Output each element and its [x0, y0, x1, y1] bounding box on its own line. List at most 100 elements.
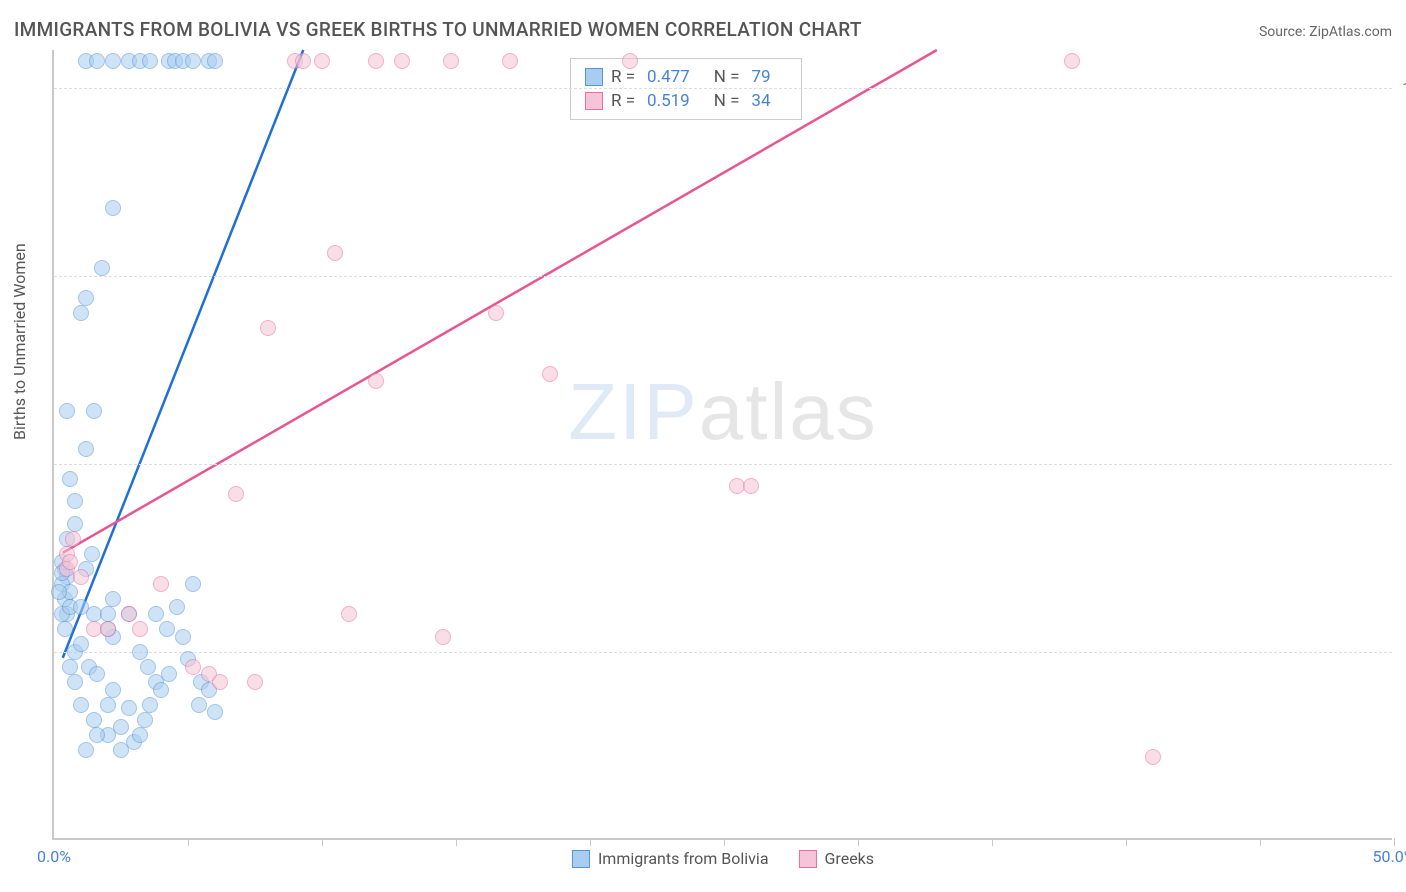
data-point	[78, 441, 94, 457]
watermark-bold: ZIP	[568, 367, 698, 456]
data-point	[247, 674, 263, 690]
data-point	[100, 606, 116, 622]
watermark: ZIPatlas	[568, 366, 877, 458]
legend-swatch-1	[585, 92, 603, 110]
data-point	[443, 53, 459, 69]
gridline-h	[54, 464, 1392, 465]
data-point	[368, 373, 384, 389]
data-point	[1064, 53, 1080, 69]
data-point	[169, 599, 185, 615]
data-point	[65, 531, 81, 547]
data-point	[78, 742, 94, 758]
legend-n-value-1: 34	[751, 91, 770, 111]
data-point	[140, 659, 156, 675]
source-text: Source: ZipAtlas.com	[1259, 24, 1392, 40]
data-point	[622, 53, 638, 69]
series-legend-item-1: Greeks	[799, 849, 875, 868]
data-point	[89, 666, 105, 682]
data-point	[394, 53, 410, 69]
data-point	[341, 606, 357, 622]
y-tick-label: 50.0%	[1396, 454, 1406, 473]
series-swatch-1	[799, 850, 817, 868]
data-point	[73, 305, 89, 321]
x-tick-mark	[1394, 838, 1395, 846]
data-point	[113, 742, 129, 758]
legend-r-label: R =	[611, 91, 635, 111]
data-point	[314, 53, 330, 69]
data-point	[327, 245, 343, 261]
x-tick-mark	[590, 838, 591, 846]
data-point	[84, 546, 100, 562]
series-name-0: Immigrants from Bolivia	[598, 849, 769, 868]
legend-swatch-0	[585, 68, 603, 86]
data-point	[153, 576, 169, 592]
data-point	[185, 576, 201, 592]
data-point	[105, 591, 121, 607]
x-tick-mark	[1126, 838, 1127, 846]
legend-row-series-1: R = 0.519 N = 34	[585, 89, 787, 113]
title-bar: IMMIGRANTS FROM BOLIVIA VS GREEK BIRTHS …	[14, 18, 1392, 41]
data-point	[105, 682, 121, 698]
x-tick-mark	[992, 838, 993, 846]
data-point	[185, 53, 201, 69]
data-point	[132, 727, 148, 743]
correlation-legend: R = 0.477 N = 79 R = 0.519 N = 34	[570, 58, 802, 120]
y-tick-label: 100.0%	[1396, 78, 1406, 97]
data-point	[175, 629, 191, 645]
watermark-thin: atlas	[699, 367, 878, 456]
legend-r-label: R =	[611, 67, 635, 87]
data-point	[132, 621, 148, 637]
data-point	[121, 700, 137, 716]
data-point	[62, 554, 78, 570]
data-point	[1145, 749, 1161, 765]
series-swatch-0	[572, 850, 590, 868]
series-legend-item-0: Immigrants from Bolivia	[572, 849, 769, 868]
data-point	[212, 674, 228, 690]
series-name-1: Greeks	[825, 849, 875, 868]
data-point	[159, 621, 175, 637]
data-point	[78, 290, 94, 306]
x-tick-mark	[322, 838, 323, 846]
data-point	[295, 53, 311, 69]
data-point	[743, 478, 759, 494]
data-point	[86, 403, 102, 419]
x-tick-label: 50.0%	[1373, 847, 1406, 866]
data-point	[228, 486, 244, 502]
x-tick-mark	[188, 838, 189, 846]
y-axis-label: Births to Unmarried Women	[10, 243, 29, 440]
x-tick-mark	[724, 838, 725, 846]
gridline-h	[54, 88, 1392, 89]
data-point	[142, 53, 158, 69]
data-point	[100, 697, 116, 713]
legend-n-value-0: 79	[751, 67, 770, 87]
legend-n-label: N =	[714, 67, 740, 87]
legend-r-value-1: 0.519	[647, 91, 690, 111]
trend-lines-svg	[54, 50, 1392, 838]
data-point	[502, 53, 518, 69]
data-point	[73, 569, 89, 585]
data-point	[86, 712, 102, 728]
data-point	[67, 674, 83, 690]
data-point	[89, 727, 105, 743]
legend-r-value-0: 0.477	[647, 67, 690, 87]
gridline-h	[54, 652, 1392, 653]
data-point	[100, 621, 116, 637]
data-point	[207, 53, 223, 69]
data-point	[142, 697, 158, 713]
plot-area: ZIPatlas R = 0.477 N = 79 R = 0.519 N = …	[52, 50, 1392, 840]
data-point	[73, 697, 89, 713]
data-point	[191, 697, 207, 713]
y-tick-label: 75.0%	[1396, 266, 1406, 285]
data-point	[153, 682, 169, 698]
data-point	[260, 320, 276, 336]
y-tick-label: 25.0%	[1396, 642, 1406, 661]
data-point	[488, 305, 504, 321]
data-point	[368, 53, 384, 69]
chart-title: IMMIGRANTS FROM BOLIVIA VS GREEK BIRTHS …	[14, 18, 862, 41]
data-point	[161, 666, 177, 682]
data-point	[113, 719, 129, 735]
trend-line	[63, 50, 304, 658]
data-point	[137, 712, 153, 728]
data-point	[67, 516, 83, 532]
data-point	[62, 471, 78, 487]
